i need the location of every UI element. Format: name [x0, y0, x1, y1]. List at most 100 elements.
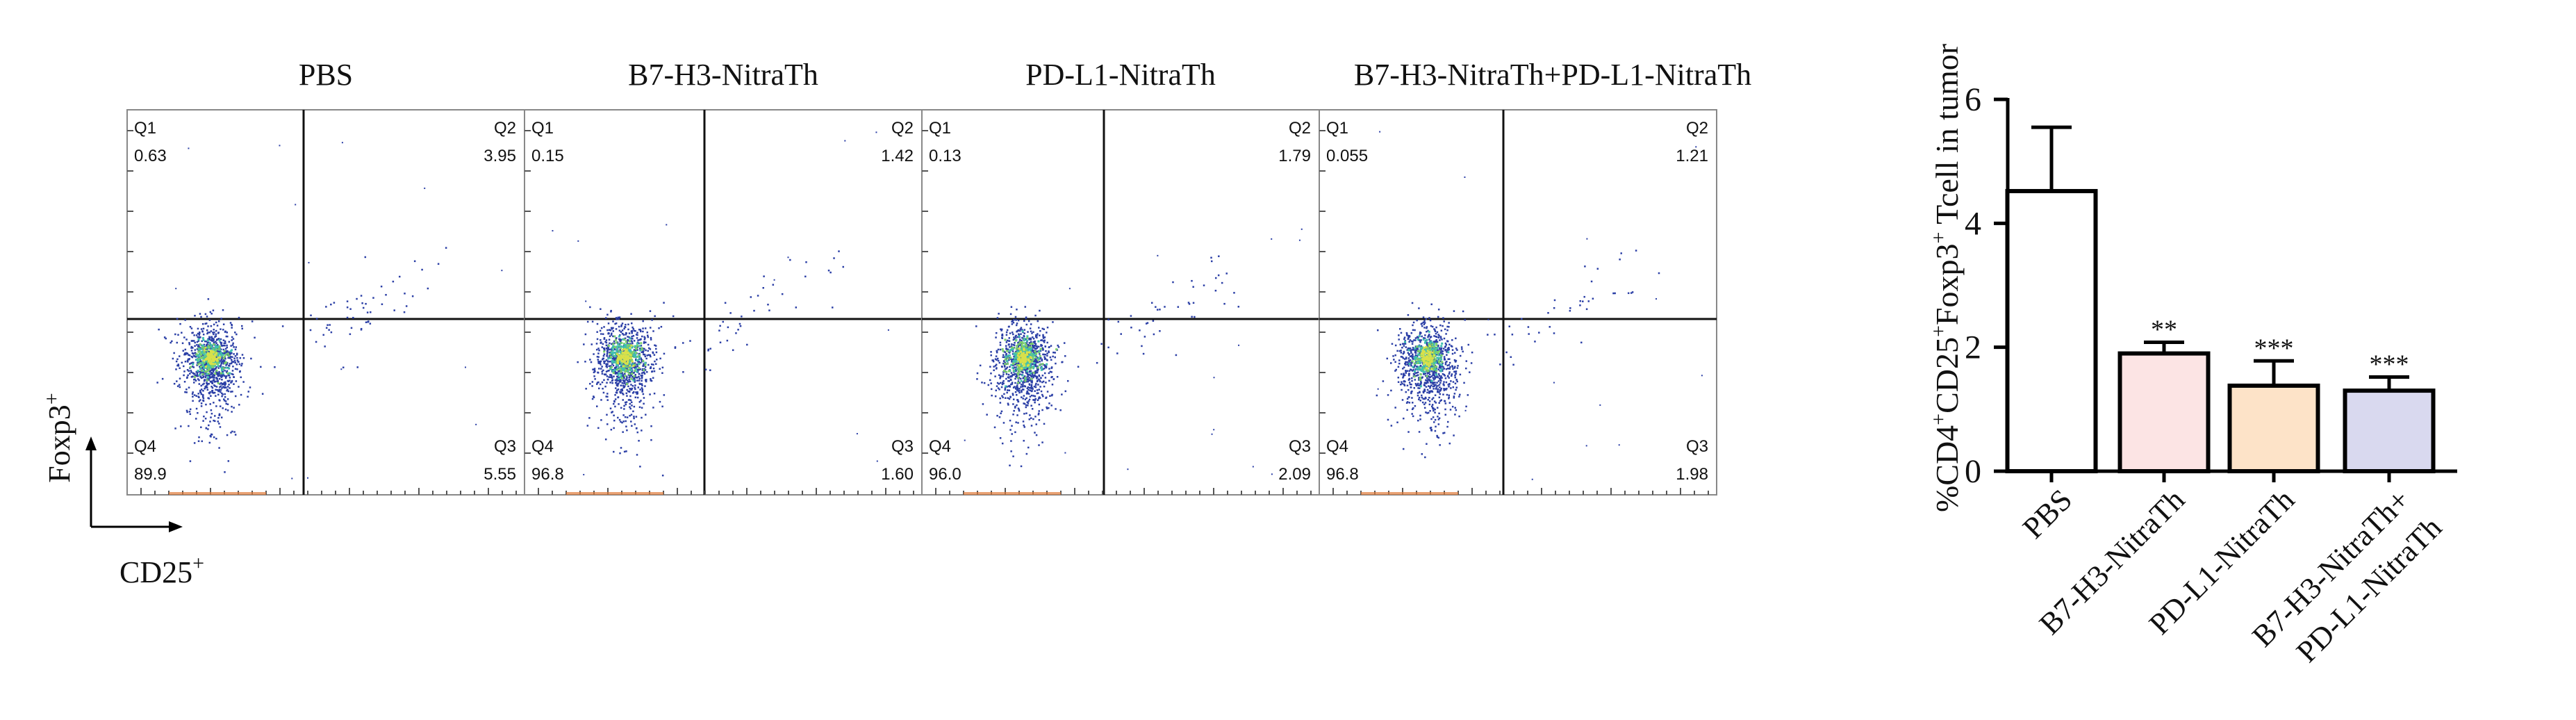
event-dot-core — [624, 351, 627, 354]
event-dot — [208, 379, 210, 381]
event-dot-sparse — [1301, 228, 1303, 230]
event-dot — [1429, 391, 1432, 393]
event-dot-dense — [1017, 343, 1020, 345]
event-dot — [1021, 339, 1023, 342]
event-dot — [1043, 328, 1045, 331]
event-dot — [199, 332, 201, 334]
event-dot — [1009, 429, 1012, 431]
event-dot-dense — [625, 363, 627, 366]
event-dot — [605, 317, 607, 319]
event-dot — [229, 363, 231, 365]
event-dot — [1016, 414, 1018, 416]
event-dot — [625, 360, 628, 362]
event-dot — [194, 341, 196, 344]
event-dot — [208, 424, 210, 427]
event-dot — [1019, 338, 1021, 341]
event-dot-tail — [719, 325, 721, 327]
event-dot — [1420, 345, 1423, 347]
event-dot — [1016, 330, 1018, 333]
event-dot — [1034, 398, 1037, 400]
event-dot — [215, 388, 217, 391]
event-dot — [1411, 413, 1413, 415]
event-dot — [1007, 402, 1009, 404]
event-dot — [1014, 338, 1016, 340]
event-dot-dense — [202, 338, 205, 341]
event-dot — [230, 432, 232, 434]
event-dot — [1040, 339, 1042, 342]
event-dot-core — [207, 352, 210, 354]
event-dot — [1402, 375, 1405, 378]
event-dot — [996, 350, 998, 352]
event-dot — [1055, 408, 1057, 410]
event-dot — [182, 350, 185, 352]
event-dot-dense — [217, 347, 220, 350]
event-dot — [1023, 381, 1025, 384]
event-dot — [217, 420, 220, 423]
event-dot — [647, 343, 650, 346]
event-dot — [613, 340, 616, 343]
event-dot — [646, 371, 648, 373]
event-dot — [219, 405, 222, 407]
event-dot-dense — [217, 382, 220, 384]
event-dot — [1057, 346, 1060, 348]
event-dot — [1000, 328, 1003, 331]
event-dot — [1012, 394, 1014, 396]
event-dot-dense — [1015, 361, 1018, 363]
event-dot — [641, 390, 643, 393]
event-dot-dense — [639, 349, 642, 352]
event-dot-dense — [609, 356, 612, 359]
event-dot — [1418, 398, 1420, 400]
event-dot — [1042, 349, 1044, 351]
event-dot — [1437, 380, 1440, 382]
event-dot — [1036, 375, 1039, 378]
event-dot — [188, 354, 191, 357]
event-dot — [1012, 398, 1015, 400]
event-dot — [1437, 349, 1439, 352]
event-dot — [199, 313, 201, 315]
event-dot-dense — [214, 344, 217, 347]
event-dot — [222, 393, 224, 395]
event-dot — [1050, 404, 1052, 407]
event-dot — [1410, 369, 1412, 371]
event-dot — [990, 354, 992, 357]
event-dot — [638, 342, 640, 345]
event-dot — [225, 350, 227, 352]
event-dot — [1454, 414, 1456, 416]
event-dot-dense — [221, 369, 224, 372]
event-dot — [1438, 334, 1440, 337]
event-dot — [206, 386, 208, 388]
event-dot-tail — [1218, 255, 1220, 257]
event-dot — [205, 427, 208, 429]
event-dot — [622, 384, 625, 387]
event-dot — [1016, 404, 1018, 407]
event-dot-dense — [1430, 345, 1433, 348]
event-dot-dense — [1037, 366, 1039, 369]
event-dot-tail — [437, 263, 440, 265]
event-dot — [213, 369, 215, 372]
event-dot — [1010, 306, 1013, 308]
event-dot-dense — [201, 352, 204, 354]
event-dot — [661, 366, 664, 369]
event-dot — [650, 379, 652, 382]
event-dot — [205, 322, 208, 325]
event-dot — [190, 347, 192, 349]
event-dot — [1446, 364, 1449, 367]
event-dot-dense — [1028, 368, 1031, 370]
event-dot — [1441, 365, 1444, 367]
event-dot — [611, 379, 614, 381]
event-dot — [1037, 414, 1040, 416]
event-dot-core — [616, 359, 619, 361]
event-dot — [213, 384, 215, 386]
event-dot-dense — [607, 345, 610, 347]
event-dot — [1055, 362, 1057, 365]
event-dot — [178, 355, 181, 357]
event-dot-core — [213, 357, 215, 359]
event-dot — [214, 380, 217, 383]
event-dot — [621, 332, 624, 335]
event-dot-core — [620, 355, 623, 358]
event-dot — [200, 384, 202, 387]
event-dot-tail — [346, 316, 349, 319]
event-dot — [1017, 336, 1019, 338]
event-dot — [1407, 396, 1410, 398]
event-dot — [1428, 396, 1430, 399]
